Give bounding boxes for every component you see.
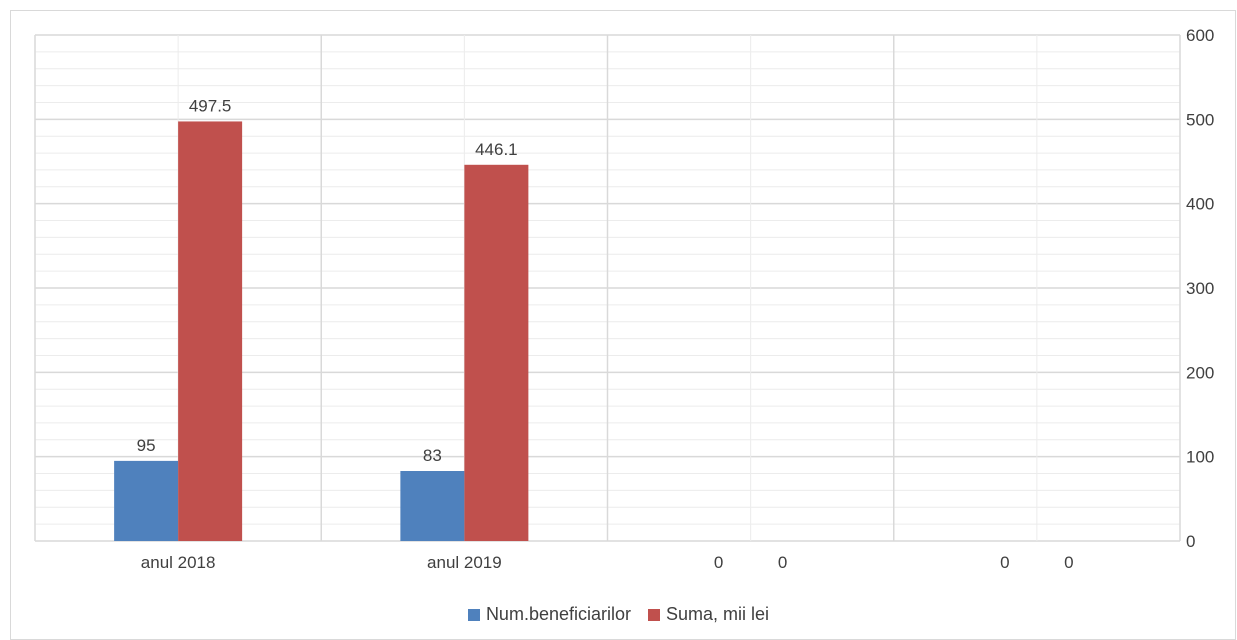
legend-item-suma: Suma, mii lei [648, 604, 769, 625]
bars [114, 121, 529, 542]
y-tick-label: 300 [1186, 279, 1214, 298]
x-tick-labels: anul 2018 anul 2019 0 0 0 0 [141, 553, 1074, 572]
legend-label: Suma, mii lei [666, 604, 770, 624]
empty-value-label: 0 [778, 553, 787, 572]
bar [464, 164, 529, 541]
legend-item-num-beneficiarilor: Num.beneficiarilor [467, 604, 631, 625]
y-tick-label: 600 [1186, 26, 1214, 45]
bar [178, 121, 243, 542]
bar-value-labels: 95 497.5 83 446.1 [137, 96, 518, 465]
empty-value-label: 0 [714, 553, 723, 572]
legend: Num.beneficiarilor Suma, mii lei [0, 604, 1237, 626]
y-tick-label: 0 [1186, 532, 1195, 551]
bar [114, 460, 179, 541]
bar [400, 471, 465, 541]
x-tick-label: anul 2019 [427, 553, 502, 572]
bar-value-label: 95 [137, 436, 156, 455]
y-tick-labels: 0 100 200 300 400 500 600 [1186, 26, 1214, 551]
legend-swatch-blue [467, 608, 480, 621]
bar-value-label: 497.5 [189, 96, 232, 115]
y-tick-label: 400 [1186, 195, 1214, 214]
y-tick-label: 100 [1186, 448, 1214, 467]
bar-value-label: 83 [423, 446, 442, 465]
empty-value-label: 0 [1064, 553, 1073, 572]
y-tick-label: 500 [1186, 110, 1214, 129]
x-tick-label: anul 2018 [141, 553, 216, 572]
legend-label: Num.beneficiarilor [485, 604, 631, 624]
legend-swatch-red [648, 608, 661, 621]
empty-value-label: 0 [1000, 553, 1009, 572]
bar-value-label: 446.1 [475, 140, 518, 159]
y-tick-label: 200 [1186, 363, 1214, 382]
